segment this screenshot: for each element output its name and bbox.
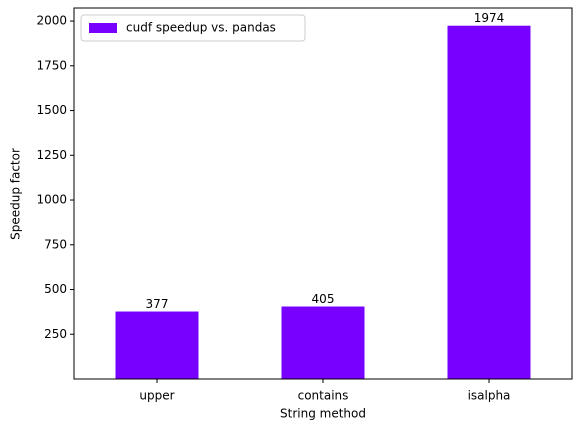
legend-box xyxy=(80,14,306,42)
y-tick-label: 1250 xyxy=(36,148,67,162)
x-tick-label: contains xyxy=(298,389,349,403)
value-label: 1974 xyxy=(474,11,505,25)
bar xyxy=(447,25,531,379)
y-tick-label: 1750 xyxy=(36,58,67,72)
y-tick-label: 500 xyxy=(44,282,67,296)
x-tick-label: upper xyxy=(139,389,174,403)
legend-swatch xyxy=(89,23,117,33)
bar xyxy=(115,311,199,379)
plot-frame xyxy=(73,7,573,380)
x-tick-label: isalpha xyxy=(468,389,511,403)
y-tick-label: 250 xyxy=(44,327,67,341)
y-tick-label: 1500 xyxy=(36,103,67,117)
y-tick-label: 750 xyxy=(44,237,67,251)
bar xyxy=(281,306,365,379)
value-label: 377 xyxy=(146,297,169,311)
y-axis-label: Speedup factor xyxy=(9,148,23,240)
legend-label: cudf speedup vs. pandas xyxy=(126,21,276,35)
value-label: 405 xyxy=(312,292,335,306)
y-tick-label: 2000 xyxy=(36,14,67,28)
y-tick-label: 1000 xyxy=(36,193,67,207)
x-axis-label: String method xyxy=(280,407,366,421)
